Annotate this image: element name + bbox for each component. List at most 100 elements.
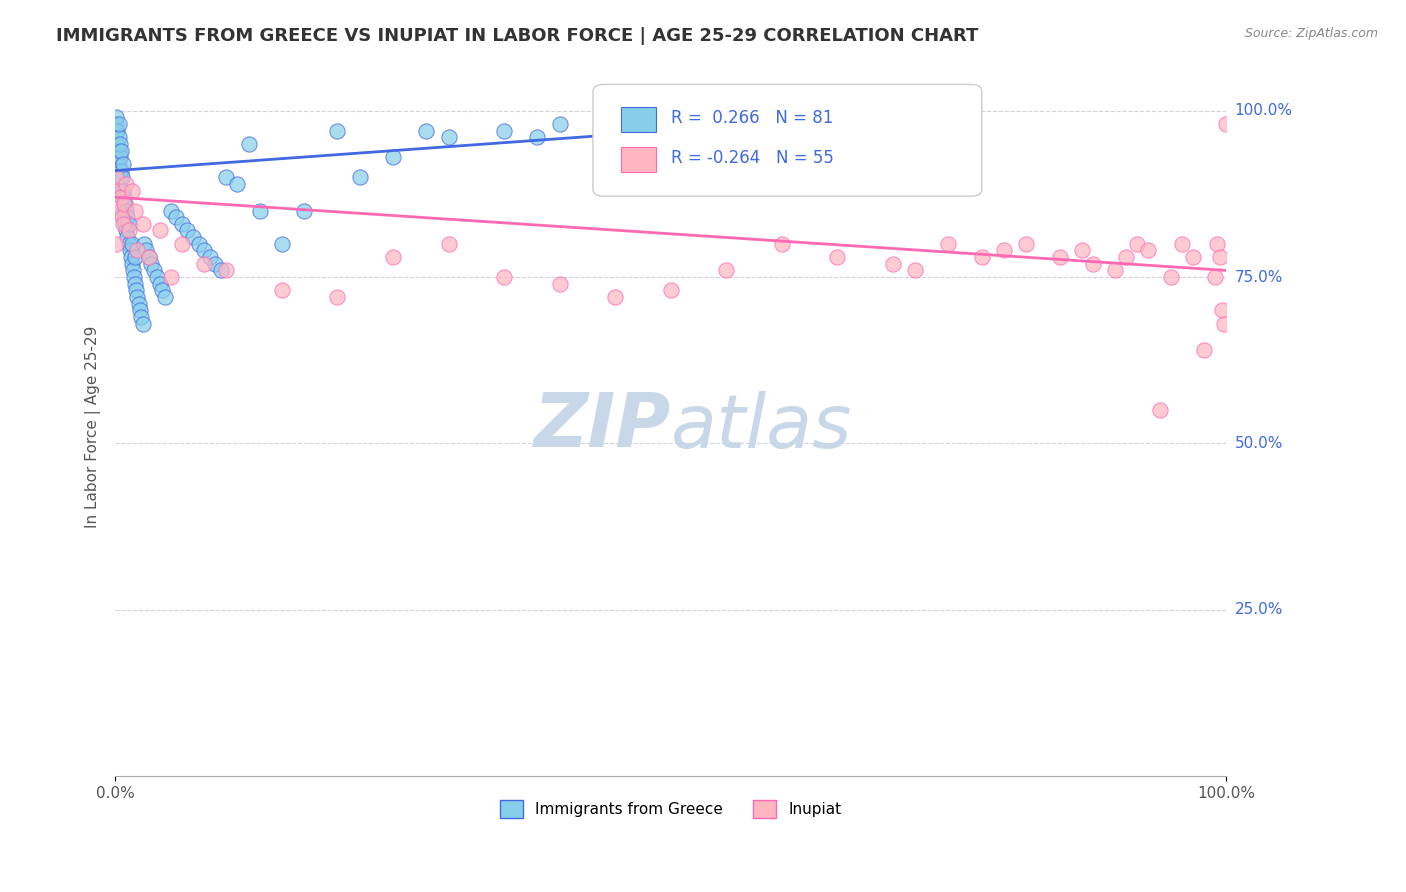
Point xyxy=(159,203,181,218)
Point xyxy=(170,217,193,231)
Point xyxy=(115,177,138,191)
Point xyxy=(193,257,215,271)
Point xyxy=(605,123,627,137)
Point xyxy=(904,263,927,277)
Text: ZIP: ZIP xyxy=(533,391,671,463)
Point xyxy=(659,117,682,131)
Point xyxy=(292,203,315,218)
Point xyxy=(215,263,238,277)
Point xyxy=(1049,250,1071,264)
FancyBboxPatch shape xyxy=(620,146,657,172)
Point xyxy=(107,123,129,137)
Point xyxy=(124,203,146,218)
Point xyxy=(1160,270,1182,285)
Point xyxy=(1211,303,1233,318)
Point xyxy=(326,290,349,304)
Point xyxy=(107,136,129,151)
Point xyxy=(993,244,1015,258)
Point xyxy=(114,217,136,231)
Point xyxy=(122,270,145,285)
Text: 25.0%: 25.0% xyxy=(1234,602,1282,617)
Point xyxy=(111,190,134,204)
Point xyxy=(105,123,128,137)
Point xyxy=(149,277,172,291)
Point xyxy=(105,236,128,251)
Point xyxy=(112,210,135,224)
Point xyxy=(108,150,131,164)
Point xyxy=(111,157,134,171)
Point xyxy=(121,184,143,198)
Point xyxy=(349,170,371,185)
Point xyxy=(125,284,148,298)
Point xyxy=(526,130,548,145)
Text: Source: ZipAtlas.com: Source: ZipAtlas.com xyxy=(1244,27,1378,40)
Point xyxy=(108,136,131,151)
Point xyxy=(128,296,150,310)
Point xyxy=(1137,244,1160,258)
Point xyxy=(107,144,129,158)
Point xyxy=(1208,250,1230,264)
Point xyxy=(1181,250,1204,264)
Point xyxy=(326,123,349,137)
Point xyxy=(117,230,139,244)
Point xyxy=(181,230,204,244)
Point xyxy=(970,250,993,264)
Text: R = -0.264   N = 55: R = -0.264 N = 55 xyxy=(671,149,834,167)
Point xyxy=(117,236,139,251)
Text: IMMIGRANTS FROM GREECE VS INUPIAT IN LABOR FORCE | AGE 25-29 CORRELATION CHART: IMMIGRANTS FROM GREECE VS INUPIAT IN LAB… xyxy=(56,27,979,45)
FancyBboxPatch shape xyxy=(593,85,981,196)
Point xyxy=(1204,270,1226,285)
Point xyxy=(121,236,143,251)
Point xyxy=(437,130,460,145)
Text: 50.0%: 50.0% xyxy=(1234,436,1282,451)
Point xyxy=(215,170,238,185)
Point xyxy=(112,190,135,204)
Point xyxy=(494,270,516,285)
Point xyxy=(105,117,128,131)
Point xyxy=(124,277,146,291)
Point xyxy=(770,236,793,251)
Point xyxy=(659,284,682,298)
Point xyxy=(882,257,904,271)
Point xyxy=(127,244,149,258)
Point xyxy=(120,250,142,264)
Point xyxy=(135,244,157,258)
Text: R =  0.266   N = 81: R = 0.266 N = 81 xyxy=(671,109,834,127)
Point xyxy=(1215,117,1237,131)
Point xyxy=(107,117,129,131)
Point xyxy=(124,250,146,264)
Point xyxy=(150,284,173,298)
Point xyxy=(159,270,181,285)
Point xyxy=(110,190,132,204)
Point xyxy=(1171,236,1194,251)
Point xyxy=(437,236,460,251)
Point xyxy=(110,163,132,178)
Point xyxy=(111,170,134,185)
Point xyxy=(1115,250,1137,264)
Point xyxy=(938,236,960,251)
Point xyxy=(111,217,134,231)
Point xyxy=(249,203,271,218)
Point xyxy=(226,177,249,191)
Point xyxy=(110,144,132,158)
Point xyxy=(381,150,404,164)
Point xyxy=(270,236,292,251)
Point xyxy=(129,310,152,324)
Point xyxy=(204,257,226,271)
Point xyxy=(105,170,128,185)
Y-axis label: In Labor Force | Age 25-29: In Labor Force | Age 25-29 xyxy=(86,326,101,528)
Point xyxy=(1126,236,1149,251)
Point xyxy=(127,290,149,304)
Point xyxy=(716,263,738,277)
Point xyxy=(170,236,193,251)
Point xyxy=(107,157,129,171)
Point xyxy=(115,203,138,218)
Point xyxy=(143,263,166,277)
Text: 75.0%: 75.0% xyxy=(1234,269,1282,285)
Point xyxy=(121,257,143,271)
Point xyxy=(1081,257,1104,271)
Point xyxy=(1192,343,1215,358)
Point xyxy=(176,223,198,237)
Point xyxy=(548,117,571,131)
Point xyxy=(122,263,145,277)
